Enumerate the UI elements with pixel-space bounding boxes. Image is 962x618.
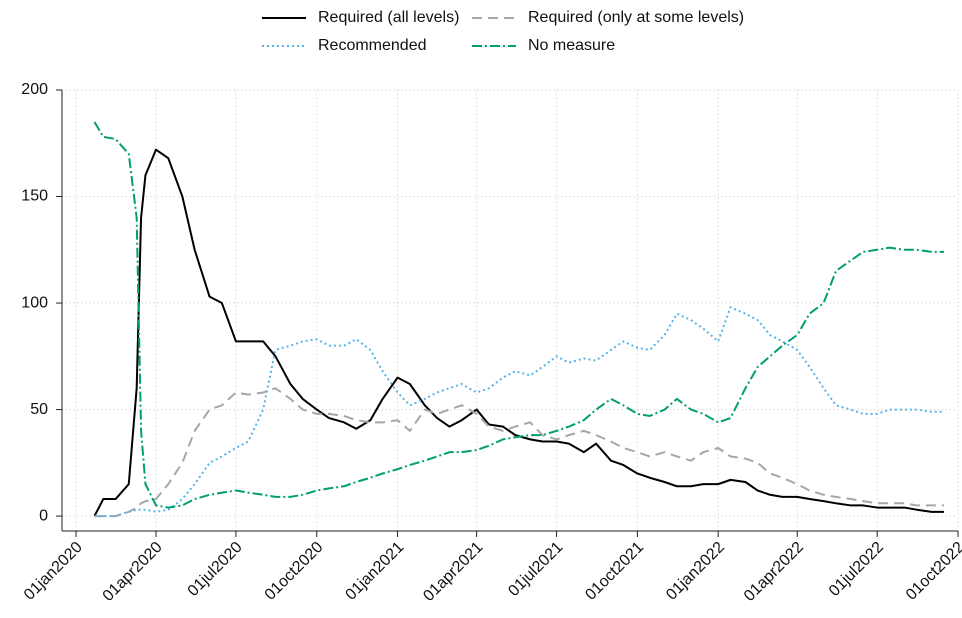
y-tick-label: 100 (21, 294, 48, 311)
y-tick-label: 200 (21, 81, 48, 98)
x-tick-label: 01apr2021 (420, 539, 486, 605)
y-tick-label: 0 (39, 507, 48, 524)
x-tick-label: 01jul2022 (826, 539, 887, 600)
x-tick-label: 01jul2020 (185, 539, 246, 600)
x-tick-label: 01jan2021 (342, 539, 407, 604)
series-line (93, 148, 944, 517)
x-tick-label: 01apr2022 (741, 539, 807, 605)
legend-label: No measure (528, 37, 615, 54)
x-tick-label: 01oct2020 (262, 539, 327, 604)
series-line (93, 121, 944, 509)
x-tick-label: 01jul2021 (505, 539, 566, 600)
y-tick-label: 150 (21, 188, 48, 205)
legend-label: Required (only at some levels) (528, 9, 744, 26)
x-tick-label: 01apr2020 (100, 539, 166, 605)
x-tick-label: 01jan2022 (663, 539, 728, 604)
legend-label: Required (all levels) (318, 9, 459, 26)
series-line (94, 306, 944, 518)
x-tick-label: 01jan2020 (21, 539, 86, 604)
x-tick-label: 01oct2021 (582, 539, 647, 604)
series-line (94, 387, 944, 518)
legend-label: Recommended (318, 37, 427, 54)
x-tick-label: 01oct2022 (903, 539, 962, 604)
y-tick-label: 50 (30, 401, 48, 418)
